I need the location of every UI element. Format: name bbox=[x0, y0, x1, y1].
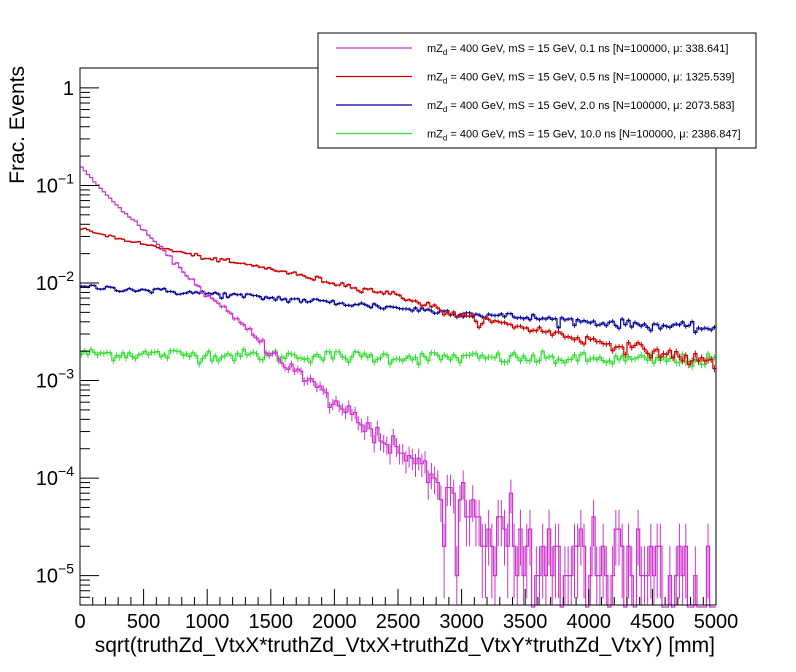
x-tick-label: 4000 bbox=[567, 611, 612, 633]
x-tick-label: 2000 bbox=[312, 611, 357, 633]
x-tick-label: 1000 bbox=[185, 611, 230, 633]
y-tick-label: 10−1 bbox=[36, 170, 74, 197]
legend-label: mZd = 400 GeV, mS = 15 GeV, 10.0 ns [N=1… bbox=[427, 129, 741, 143]
series-2 bbox=[80, 283, 716, 335]
x-axis-title: sqrt(truthZd_VtxX*truthZd_VtxX+truthZd_V… bbox=[95, 634, 715, 657]
x-tick-label: 0 bbox=[74, 611, 85, 633]
legend-label: mZd = 400 GeV, mS = 15 GeV, 0.1 ns [N=10… bbox=[427, 43, 728, 57]
x-tick-label: 3500 bbox=[503, 611, 548, 633]
y-tick-label: 1 bbox=[63, 78, 74, 100]
histogram-line bbox=[80, 227, 716, 370]
y-tick-label: 10−4 bbox=[36, 463, 74, 490]
legend-box bbox=[317, 32, 757, 149]
x-tick-label: 5000 bbox=[694, 611, 739, 633]
y-tick-label: 10−5 bbox=[36, 561, 74, 588]
y-tick-label: 10−2 bbox=[36, 268, 74, 295]
series-0 bbox=[80, 166, 716, 608]
series-1 bbox=[80, 227, 716, 373]
histogram-line bbox=[80, 348, 716, 368]
axis-layer: 0 500 1000 1500 2000 2500 3000 3500 4000 4500 5000… bbox=[36, 78, 738, 633]
legend-label: mZd = 400 GeV, mS = 15 GeV, 2.0 ns [N=10… bbox=[427, 100, 735, 114]
legend-label: mZd = 400 GeV, mS = 15 GeV, 0.5 ns [N=10… bbox=[427, 72, 735, 86]
series-layer bbox=[80, 166, 716, 608]
x-tick-label: 3000 bbox=[439, 611, 484, 633]
histogram-line bbox=[80, 166, 716, 608]
y-axis-title: Frac. Events bbox=[6, 66, 29, 184]
x-tick-label: 2500 bbox=[376, 611, 421, 633]
x-tick-label: 4500 bbox=[630, 611, 675, 633]
x-tick-label: 500 bbox=[127, 611, 160, 633]
x-tick-label: 1500 bbox=[249, 611, 294, 633]
histogram-line bbox=[80, 284, 716, 333]
legend: mZd = 400 GeV, mS = 15 GeV, 0.1 ns [N=10… bbox=[317, 32, 757, 149]
y-tick-label: 10−3 bbox=[36, 366, 74, 393]
